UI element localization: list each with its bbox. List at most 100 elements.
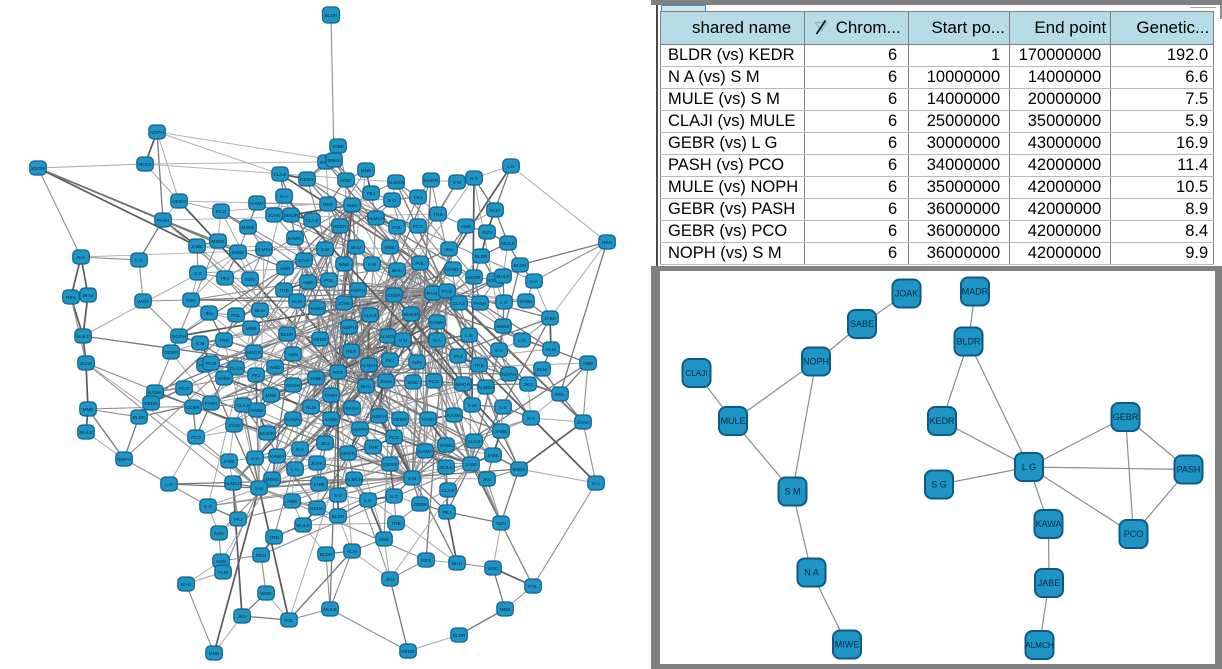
svg-text:MULE: MULE xyxy=(76,334,89,340)
svg-text:MULE: MULE xyxy=(323,607,336,613)
svg-text:PKJ: PKJ xyxy=(367,191,376,197)
svg-text:S G: S G xyxy=(251,456,260,462)
svg-text:JOAK: JOAK xyxy=(338,301,351,307)
svg-text:S M: S M xyxy=(468,403,477,409)
svg-text:KEDR: KEDR xyxy=(313,337,327,343)
svg-text:PASH: PASH xyxy=(325,393,338,399)
svg-text:NOPH: NOPH xyxy=(372,414,386,420)
svg-text:PCO: PCO xyxy=(216,209,227,215)
svg-text:N A: N A xyxy=(530,279,539,285)
svg-text:N A: N A xyxy=(592,481,601,487)
svg-text:NOPH: NOPH xyxy=(117,457,131,463)
svg-text:PCO: PCO xyxy=(191,435,202,441)
svg-text:GEBR: GEBR xyxy=(393,417,407,423)
svg-text:SABE: SABE xyxy=(447,267,460,273)
svg-text:BHU: BHU xyxy=(452,561,463,567)
svg-text:SABE: SABE xyxy=(325,417,338,423)
svg-text:ALMCH: ALMCH xyxy=(256,247,273,253)
svg-text:TRB: TRB xyxy=(391,521,401,527)
svg-text:S G: S G xyxy=(495,348,504,354)
svg-text:WSD: WSD xyxy=(260,591,272,597)
svg-text:NJN: NJN xyxy=(412,360,422,366)
svg-text:ALMCH: ALMCH xyxy=(368,216,385,222)
svg-text:JABE: JABE xyxy=(544,316,556,322)
svg-text:PKJ: PKJ xyxy=(414,195,423,201)
svg-text:BHU: BHU xyxy=(83,293,94,299)
svg-text:BLDR: BLDR xyxy=(514,263,527,269)
svg-text:NOPH: NOPH xyxy=(172,334,186,340)
svg-text:JOAK: JOAK xyxy=(380,379,393,385)
svg-text:GEBR: GEBR xyxy=(172,199,186,205)
svg-text:N A: N A xyxy=(527,416,536,422)
svg-text:GEBR: GEBR xyxy=(164,350,178,356)
svg-text:PASH: PASH xyxy=(346,406,359,412)
svg-text:KLM: KLM xyxy=(537,367,547,373)
svg-text:L G: L G xyxy=(291,467,299,473)
svg-text:TRB: TRB xyxy=(368,445,378,451)
svg-text:GEBR: GEBR xyxy=(413,502,427,508)
svg-text:N A: N A xyxy=(280,194,289,200)
svg-text:NJN: NJN xyxy=(186,298,196,304)
svg-text:ALMCH: ALMCH xyxy=(478,385,495,391)
svg-text:PCO: PCO xyxy=(1124,529,1144,539)
svg-text:PCO: PCO xyxy=(389,435,400,441)
svg-text:POL: POL xyxy=(528,584,538,590)
svg-text:ALMCH: ALMCH xyxy=(361,363,378,369)
svg-text:POL: POL xyxy=(415,261,425,267)
svg-text:NJN: NJN xyxy=(347,203,357,209)
svg-text:CLAJI: CLAJI xyxy=(685,369,707,378)
svg-text:PKJ: PKJ xyxy=(443,510,452,516)
svg-text:MIWE: MIWE xyxy=(211,239,224,245)
svg-text:RES: RES xyxy=(421,558,431,564)
svg-text:MNB: MNB xyxy=(209,651,220,657)
svg-text:BHU: BHU xyxy=(361,384,372,390)
svg-text:KEDR: KEDR xyxy=(929,416,955,426)
svg-text:S G: S G xyxy=(388,198,397,204)
svg-text:ALMCH: ALMCH xyxy=(388,180,405,186)
svg-text:PKJ: PKJ xyxy=(454,354,463,360)
svg-text:BLDR: BLDR xyxy=(453,633,466,639)
svg-text:KEDR: KEDR xyxy=(333,224,347,230)
svg-text:SABE: SABE xyxy=(218,376,231,382)
svg-text:MADR: MADR xyxy=(260,431,275,437)
svg-text:NOPH: NOPH xyxy=(502,372,516,378)
svg-text:N A: N A xyxy=(804,568,819,578)
svg-text:PCO: PCO xyxy=(429,379,440,385)
svg-text:N A: N A xyxy=(296,447,305,453)
svg-text:NOPH: NOPH xyxy=(351,288,365,294)
svg-text:N A: N A xyxy=(433,338,442,344)
svg-text:MULE: MULE xyxy=(496,274,509,280)
svg-text:JOAK: JOAK xyxy=(268,213,281,219)
svg-text:KAWA: KAWA xyxy=(418,449,433,455)
svg-text:JOAK: JOAK xyxy=(577,420,590,426)
svg-text:KEDR: KEDR xyxy=(467,275,481,281)
svg-text:ALMCH: ALMCH xyxy=(225,481,242,487)
svg-text:RES: RES xyxy=(256,553,266,559)
svg-text:MNB: MNB xyxy=(339,262,350,268)
svg-text:JOAK: JOAK xyxy=(311,461,324,467)
svg-text:BLDR: BLDR xyxy=(281,332,294,338)
svg-text:JABE: JABE xyxy=(310,376,322,382)
svg-text:WSD: WSD xyxy=(269,365,281,371)
svg-text:KLM: KLM xyxy=(546,347,556,353)
svg-text:GEBR: GEBR xyxy=(1113,412,1139,422)
svg-text:BLDR: BLDR xyxy=(956,337,981,347)
svg-text:POL: POL xyxy=(284,618,294,624)
svg-text:KLM: KLM xyxy=(292,299,302,305)
svg-text:PKJ: PKJ xyxy=(386,358,395,364)
svg-text:L G: L G xyxy=(500,300,508,306)
svg-text:JOAK: JOAK xyxy=(80,361,93,367)
svg-text:TRB: TRB xyxy=(279,288,289,294)
svg-text:S M: S M xyxy=(399,338,408,344)
svg-text:S M: S M xyxy=(784,487,800,497)
svg-text:PKJ: PKJ xyxy=(252,373,261,379)
svg-text:AWE: AWE xyxy=(287,499,298,505)
svg-text:NOPH: NOPH xyxy=(353,427,367,433)
svg-text:GEBR: GEBR xyxy=(387,293,401,299)
svg-text:PCO: PCO xyxy=(413,224,424,230)
svg-text:MIWE: MIWE xyxy=(835,640,860,650)
svg-text:PASH: PASH xyxy=(1177,465,1201,475)
svg-text:CLAJI: CLAJI xyxy=(363,313,376,319)
svg-text:PASH: PASH xyxy=(474,301,487,307)
svg-text:POL: POL xyxy=(555,392,565,398)
